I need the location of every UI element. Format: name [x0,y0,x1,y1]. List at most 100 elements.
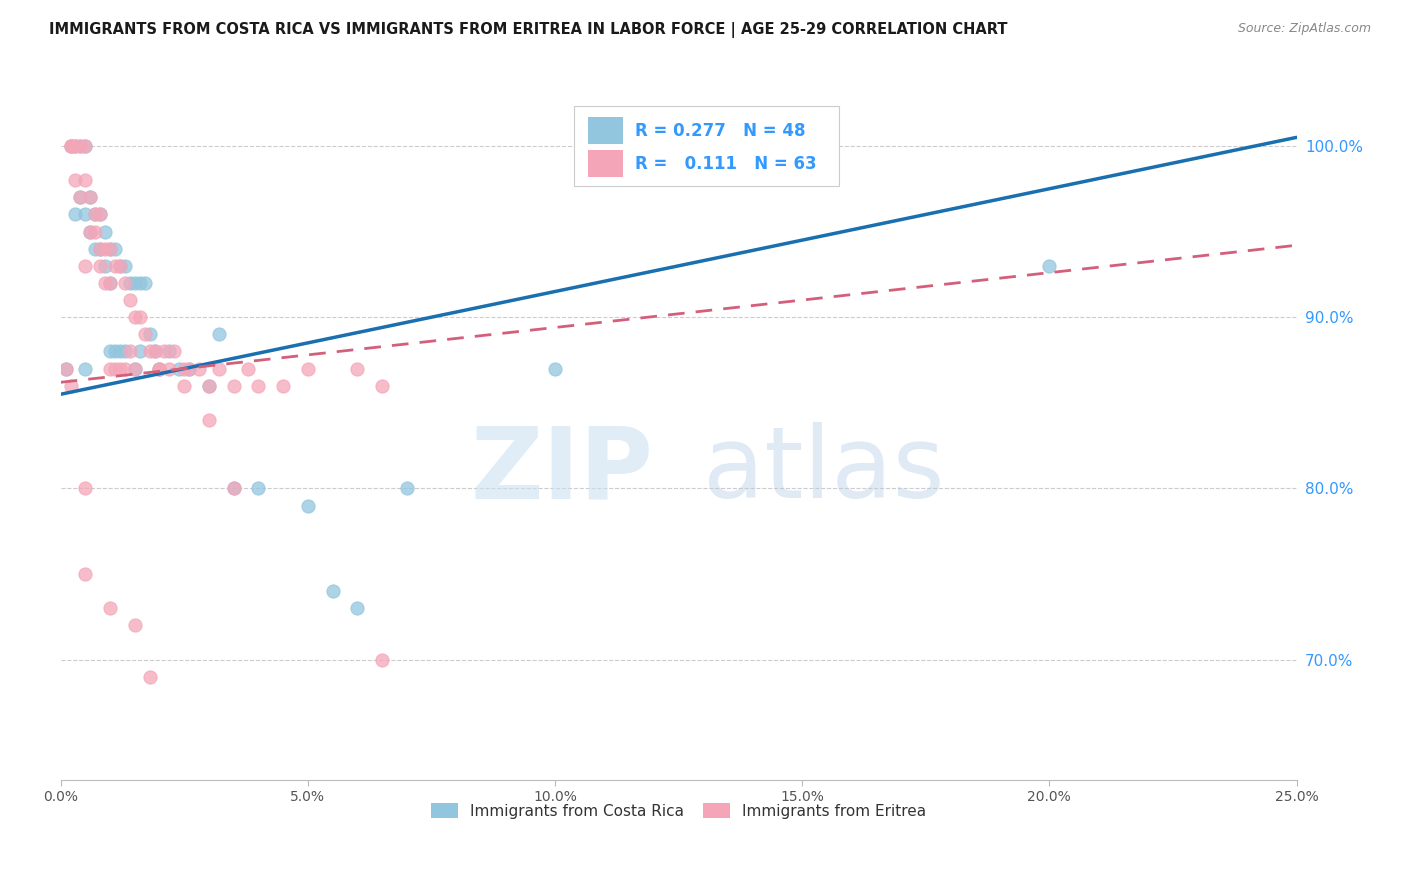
Point [65,139,87,153]
Point [69,139,91,153]
Point [208,327,231,342]
Point [173,361,195,376]
Point [108,259,131,273]
Point [297,361,319,376]
Point [143,344,166,359]
Point [148,361,170,376]
Point [208,361,231,376]
Point [148,361,170,376]
Point [128,310,150,325]
Point [371,653,394,667]
FancyBboxPatch shape [588,151,623,178]
Text: atlas: atlas [703,422,945,519]
Point [75,567,97,582]
Point [75,139,97,153]
Point [59,139,82,153]
Point [124,618,146,632]
Point [179,361,201,376]
Point [94,225,117,239]
Point [222,378,245,392]
Point [94,259,117,273]
Point [65,207,87,221]
Point [89,242,111,256]
Point [59,378,82,392]
Point [89,207,111,221]
Point [98,276,121,290]
Point [69,139,91,153]
Point [138,327,160,342]
Point [98,242,121,256]
Point [104,344,127,359]
Point [75,139,97,153]
Point [75,259,97,273]
Point [114,361,136,376]
Point [297,499,319,513]
Point [198,378,221,392]
Point [84,207,107,221]
Point [134,327,156,342]
FancyBboxPatch shape [574,105,839,186]
FancyBboxPatch shape [588,118,623,145]
Point [65,173,87,187]
Point [179,361,201,376]
Point [89,242,111,256]
Point [75,482,97,496]
Point [153,344,176,359]
Point [98,601,121,615]
Point [114,259,136,273]
Point [247,482,270,496]
Point [124,361,146,376]
Point [163,344,186,359]
Point [84,242,107,256]
Point [134,276,156,290]
Point [173,378,195,392]
Point [148,361,170,376]
Point [104,361,127,376]
Point [157,344,180,359]
Point [108,344,131,359]
Point [89,259,111,273]
Point [124,361,146,376]
Point [59,139,82,153]
Legend: Immigrants from Costa Rica, Immigrants from Eritrea: Immigrants from Costa Rica, Immigrants f… [425,797,932,824]
Point [79,225,101,239]
Point [75,361,97,376]
Point [98,344,121,359]
Text: Source: ZipAtlas.com: Source: ZipAtlas.com [1237,22,1371,36]
Point [188,361,211,376]
Point [65,139,87,153]
Point [104,259,127,273]
Point [169,361,191,376]
Point [143,344,166,359]
Point [247,378,270,392]
Point [108,259,131,273]
Point [124,276,146,290]
Point [128,344,150,359]
Point [75,207,97,221]
Point [118,344,141,359]
Point [118,293,141,307]
Point [222,482,245,496]
Point [198,378,221,392]
Point [75,173,97,187]
Point [55,361,77,376]
Point [118,276,141,290]
Point [98,242,121,256]
Text: IMMIGRANTS FROM COSTA RICA VS IMMIGRANTS FROM ERITREA IN LABOR FORCE | AGE 25-29: IMMIGRANTS FROM COSTA RICA VS IMMIGRANTS… [49,22,1008,38]
Point [346,601,368,615]
Point [94,276,117,290]
Point [395,482,418,496]
Point [79,190,101,204]
Point [371,378,394,392]
Point [104,242,127,256]
Point [198,413,221,427]
Text: R =   0.111   N = 63: R = 0.111 N = 63 [636,155,817,173]
Point [138,344,160,359]
Point [128,276,150,290]
Point [79,190,101,204]
Point [108,361,131,376]
Point [222,482,245,496]
Point [94,242,117,256]
Point [544,361,567,376]
Point [114,344,136,359]
